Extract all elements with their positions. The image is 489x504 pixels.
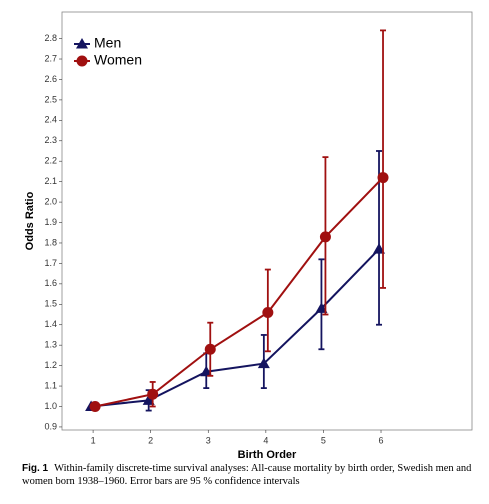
point [377, 172, 389, 184]
y-tick-label: 2.5 [44, 94, 57, 104]
point [204, 343, 216, 355]
y-tick-label: 1.2 [44, 360, 57, 370]
point [262, 306, 274, 318]
point [373, 243, 386, 254]
series-line [94, 176, 384, 408]
y-tick-label: 2.6 [44, 74, 57, 84]
x-tick-label: 5 [321, 435, 326, 445]
y-tick-label: 1.6 [44, 278, 57, 288]
legend-label: Women [94, 52, 142, 68]
x-tick-label: 2 [148, 435, 153, 445]
point [257, 357, 270, 369]
chart: Birth Order Odds Ratio 0.9 1.0 1.1 1.2 1.3 1.… [24, 11, 473, 461]
y-tick-label: 2.3 [44, 135, 57, 145]
y-tick-label: 2.2 [44, 156, 57, 166]
y-tick-label: 2.1 [44, 176, 57, 186]
x-tick-label: 6 [379, 435, 384, 445]
y-tick-label: 1.0 [44, 401, 57, 411]
y-tick-label: 2.4 [44, 115, 57, 125]
y-tick-label: 0.9 [44, 421, 57, 431]
x-tick-label: 3 [206, 435, 211, 445]
caption: Fig. 1 Within-family discrete-time surviv… [22, 462, 477, 488]
x-axis-title: Birth Order [238, 449, 297, 460]
legend-label: Men [94, 35, 121, 51]
y-tick-label: 1.5 [44, 299, 57, 309]
y-tick-label: 2.7 [44, 53, 57, 63]
y-tick-label: 1.9 [44, 217, 57, 227]
caption-text: Within-family discrete-time survival ana… [22, 463, 472, 487]
x-tick-label: 1 [91, 435, 96, 445]
y-axis-title: Odds Ratio [24, 191, 36, 250]
point [319, 231, 331, 243]
point [142, 394, 155, 405]
y-tick-label: 1.8 [44, 237, 57, 247]
x-tick-label: 4 [263, 435, 268, 445]
point [315, 302, 328, 313]
y-tick-label: 1.3 [44, 340, 57, 350]
y-tick-label: 1.1 [44, 380, 57, 390]
y-tick-label: 1.4 [44, 319, 57, 329]
point [147, 388, 159, 400]
caption-label: Fig. 1 [22, 463, 49, 474]
series-line [90, 248, 380, 408]
y-tick-label: 2.0 [44, 196, 57, 206]
y-tick-label: 2.8 [44, 33, 57, 43]
point [89, 400, 101, 412]
y-tick-label: 1.7 [44, 258, 57, 268]
point [200, 365, 213, 377]
